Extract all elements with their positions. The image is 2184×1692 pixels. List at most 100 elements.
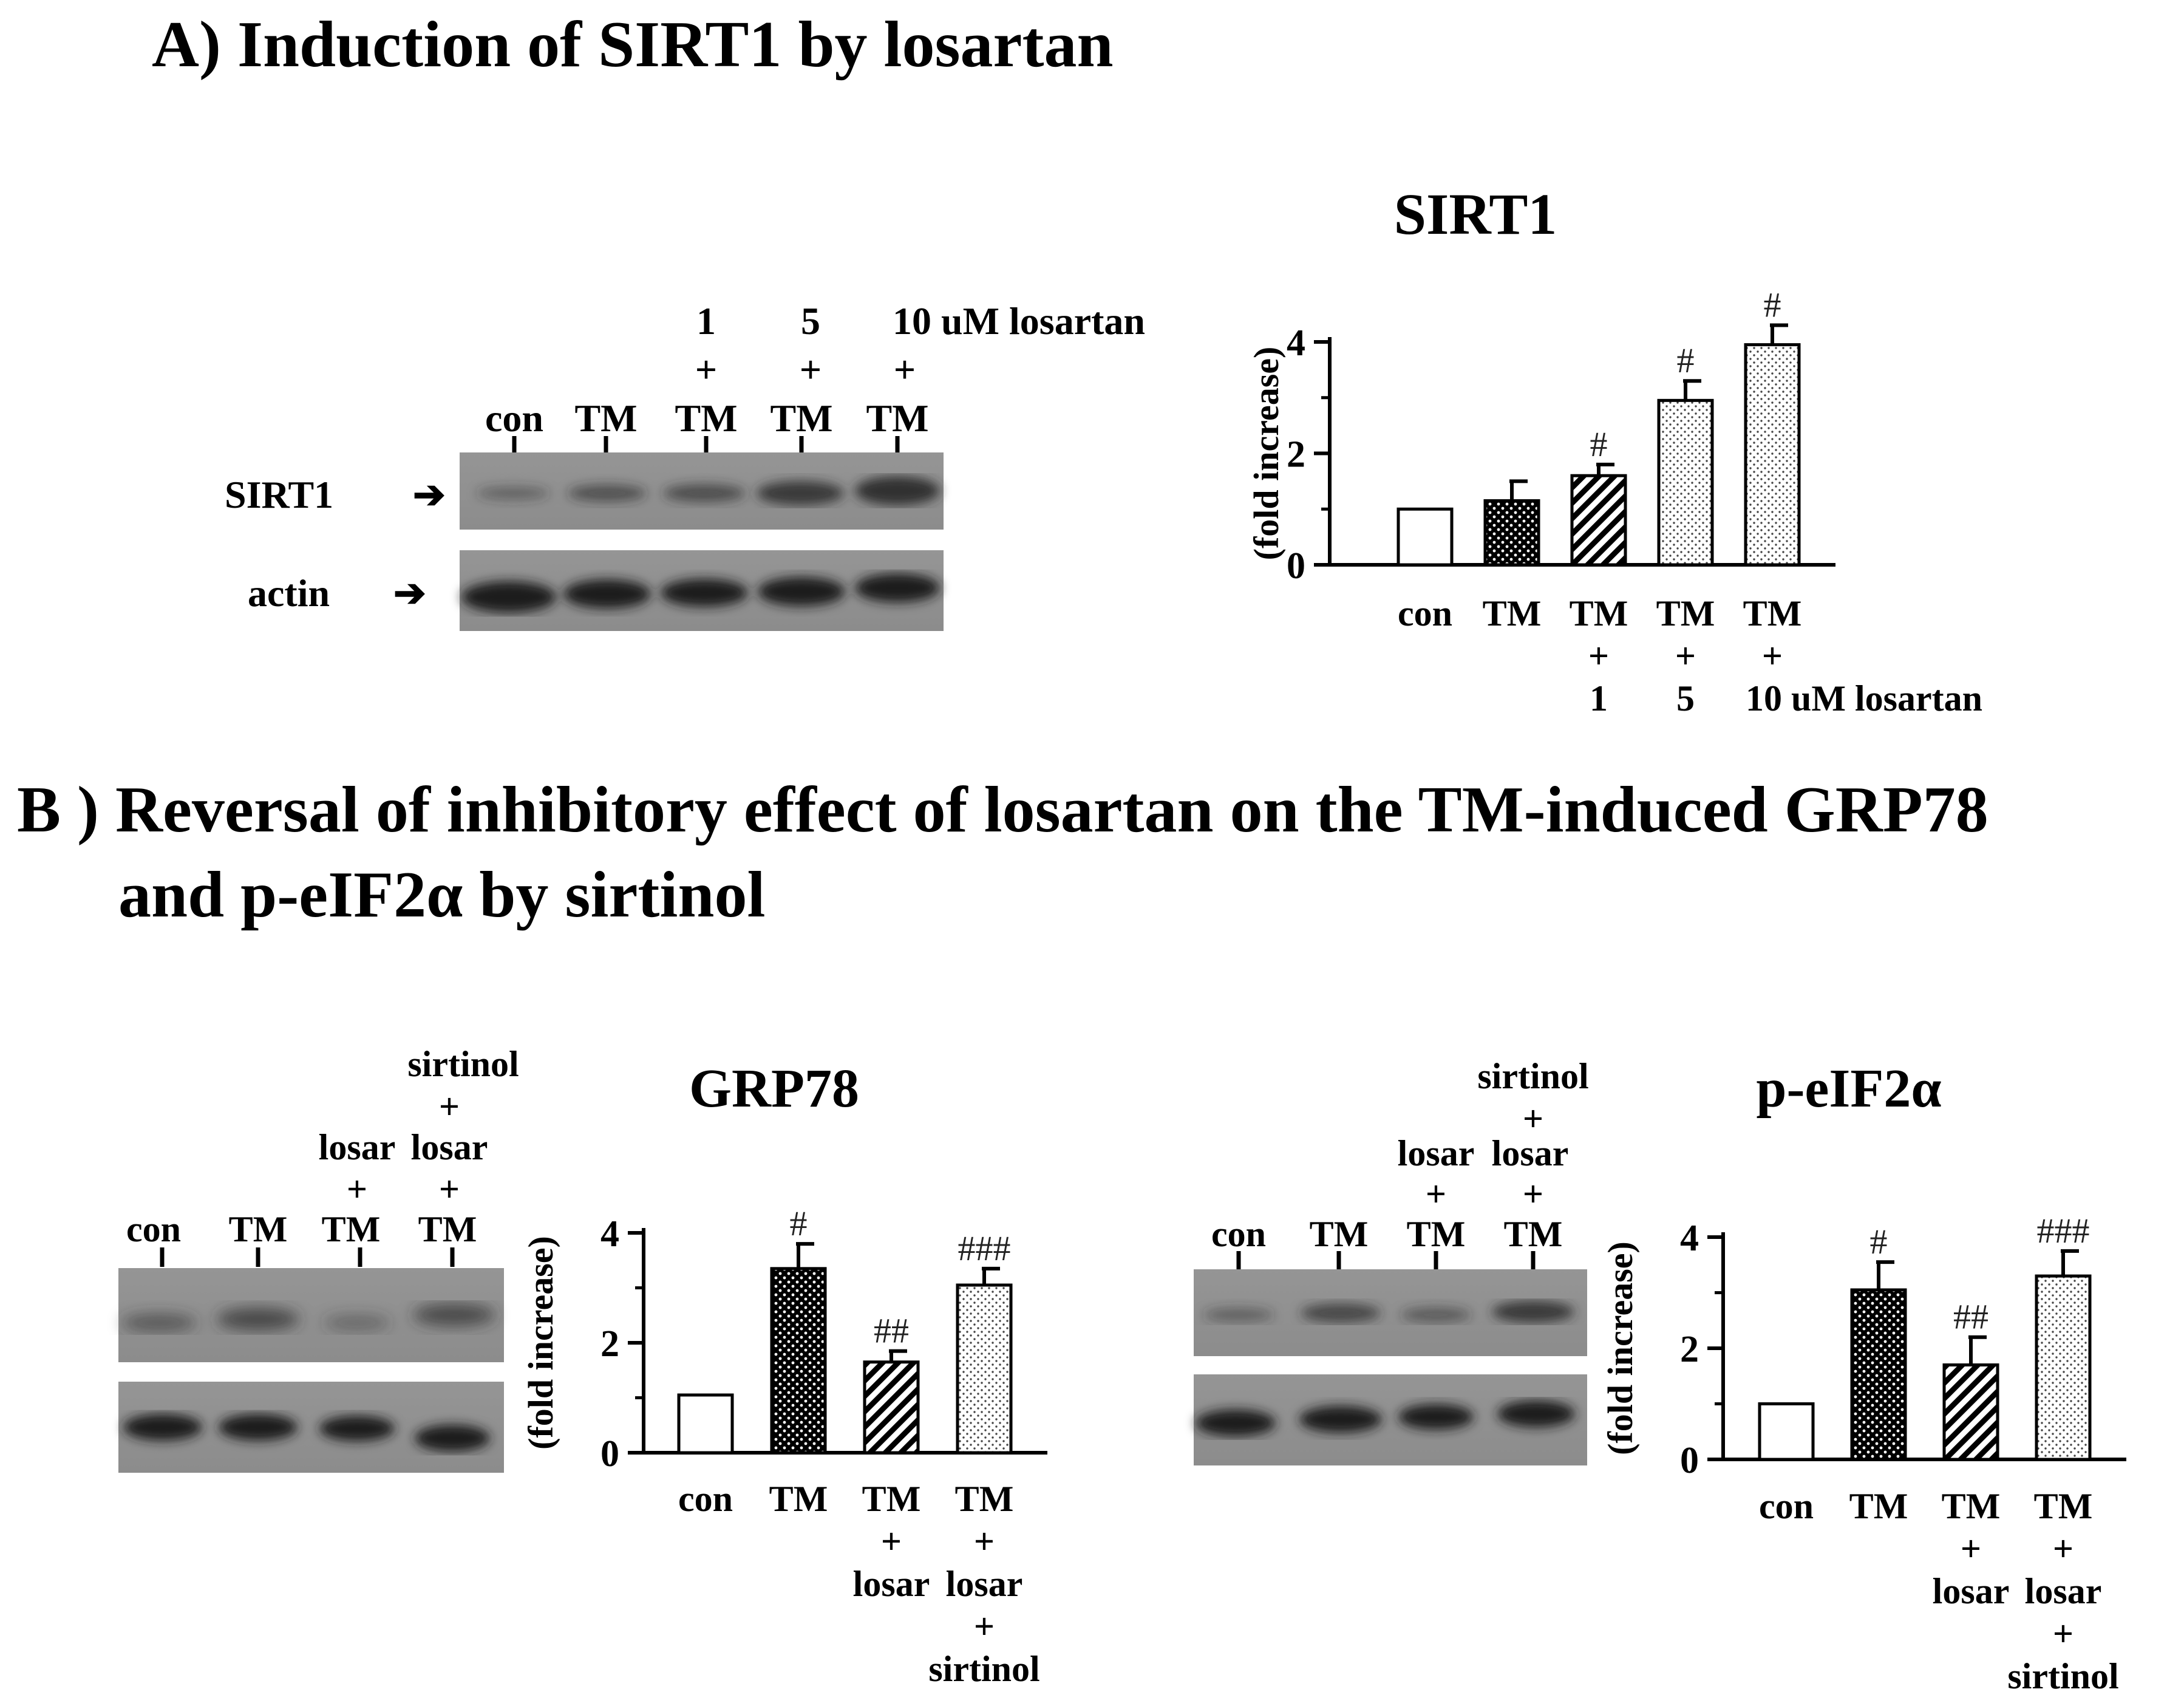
category-label: + <box>974 1521 995 1561</box>
lane-label-tm: TM <box>1309 1214 1369 1254</box>
category-label: TM <box>1942 1486 2001 1526</box>
significance-label: ## <box>874 1311 909 1351</box>
lane-label-tm: TM <box>866 397 929 440</box>
category-label: + <box>2053 1614 2073 1654</box>
lane-label-con: con <box>485 397 543 440</box>
bar <box>863 1360 920 1455</box>
losar-label: losar <box>1397 1133 1475 1173</box>
arrow-icon: ➔ <box>393 571 426 615</box>
category-label: losar <box>1933 1571 2010 1611</box>
category-label: 10 uM losartan <box>1746 678 1982 718</box>
bar <box>1570 474 1627 567</box>
plus-sign: + <box>799 348 822 391</box>
category-label: sirtinol <box>2007 1656 2118 1692</box>
category-label: TM <box>2034 1486 2093 1526</box>
dose-label-5: 5 <box>801 299 820 343</box>
plus-sign: + <box>893 348 916 391</box>
category-label: sirtinol <box>928 1649 1039 1689</box>
category-label: TM <box>862 1479 921 1519</box>
y-axis-label: (fold increase) <box>1247 347 1286 561</box>
y-tick-label: 2 <box>1287 434 1305 476</box>
category-label: losar <box>2025 1571 2102 1611</box>
y-axis-label: (fold increase) <box>1601 1241 1640 1455</box>
category-label: losar <box>853 1564 930 1604</box>
sirtinol-label: sirtinol <box>1477 1056 1589 1096</box>
category-label: TM <box>1570 593 1628 633</box>
category-label: + <box>881 1521 902 1561</box>
y-tick-label: 0 <box>1287 545 1305 587</box>
panel-a-title: A) Induction of SIRT1 by losartan <box>152 9 1114 81</box>
bar <box>1942 1363 1999 1461</box>
category-label: TM <box>1743 593 1802 633</box>
category-label: TM <box>1656 593 1715 633</box>
plus-sign: + <box>1522 1174 1544 1214</box>
chart-title: p-eIF2α <box>1756 1059 1941 1119</box>
bar <box>1396 507 1454 567</box>
panel-b-title-line2: and p-eIF2α by sirtinol <box>118 859 766 931</box>
y-tick-label: 2 <box>600 1323 619 1365</box>
bar <box>1744 343 1801 567</box>
bar <box>1483 499 1540 567</box>
category-label: + <box>1762 636 1783 676</box>
lane-label-con: con <box>126 1209 181 1249</box>
row-label-actin: actin <box>248 571 330 615</box>
y-tick-label: 2 <box>1680 1329 1699 1370</box>
category-label: + <box>1675 636 1696 676</box>
plus-sign: + <box>1522 1099 1544 1139</box>
dose-label-1: 1 <box>696 299 716 343</box>
category-label: TM <box>955 1479 1014 1519</box>
y-tick-label: 4 <box>600 1213 619 1255</box>
lane-label-con: con <box>1211 1214 1266 1254</box>
category-label: 1 <box>1590 678 1608 718</box>
grp78-blot-image <box>118 1247 504 1473</box>
chart-title: GRP78 <box>689 1059 859 1119</box>
arrow-icon: ➔ <box>413 473 446 516</box>
lane-label-tm: TM <box>1503 1214 1563 1254</box>
lane-label-tm: TM <box>418 1209 477 1249</box>
significance-label: # <box>790 1204 808 1243</box>
bar <box>770 1267 827 1455</box>
bar <box>677 1393 734 1455</box>
significance-label: ### <box>2037 1211 2090 1250</box>
sirt1-bands <box>477 476 940 505</box>
losar-label: losar <box>1491 1133 1569 1173</box>
category-label: 5 <box>1676 678 1695 718</box>
lane-label-tm: TM <box>228 1209 288 1249</box>
category-label: con <box>1398 593 1452 633</box>
bar <box>1758 1402 1815 1461</box>
category-label: + <box>2053 1529 2073 1569</box>
actin-bands <box>461 573 940 613</box>
significance-label: # <box>1677 341 1695 380</box>
bar <box>956 1283 1013 1455</box>
category-label: + <box>974 1606 995 1646</box>
chart-title: SIRT1 <box>1394 182 1557 247</box>
plus-sign: + <box>695 348 718 391</box>
row-label-sirt1: SIRT1 <box>225 473 334 516</box>
plus-sign: + <box>1425 1174 1447 1214</box>
significance-label: # <box>1870 1222 1888 1261</box>
category-label: + <box>1588 636 1609 676</box>
significance-label: # <box>1590 425 1608 464</box>
significance-label: # <box>1764 285 1781 324</box>
category-label: losar <box>946 1564 1023 1604</box>
category-label: TM <box>1849 1486 1908 1526</box>
plus-sign: + <box>346 1169 368 1209</box>
y-tick-label: 4 <box>1287 322 1305 364</box>
plus-sign: + <box>438 1169 460 1209</box>
plus-sign: + <box>438 1086 460 1127</box>
y-axis-label: (fold increase) <box>521 1236 560 1450</box>
sirtinol-label: sirtinol <box>407 1044 519 1084</box>
losar-label: losar <box>318 1127 396 1167</box>
category-label: + <box>1961 1529 1981 1569</box>
category-label: TM <box>769 1479 828 1519</box>
y-tick-label: 4 <box>1680 1218 1699 1259</box>
lane-label-tm: TM <box>770 397 833 440</box>
lane-label-tm: TM <box>1406 1214 1466 1254</box>
category-label: con <box>1759 1486 1814 1526</box>
y-tick-label: 0 <box>1680 1440 1699 1481</box>
significance-label: ### <box>958 1229 1011 1268</box>
dose-label-10: 10 uM losartan <box>893 299 1145 343</box>
bar <box>1657 398 1714 567</box>
